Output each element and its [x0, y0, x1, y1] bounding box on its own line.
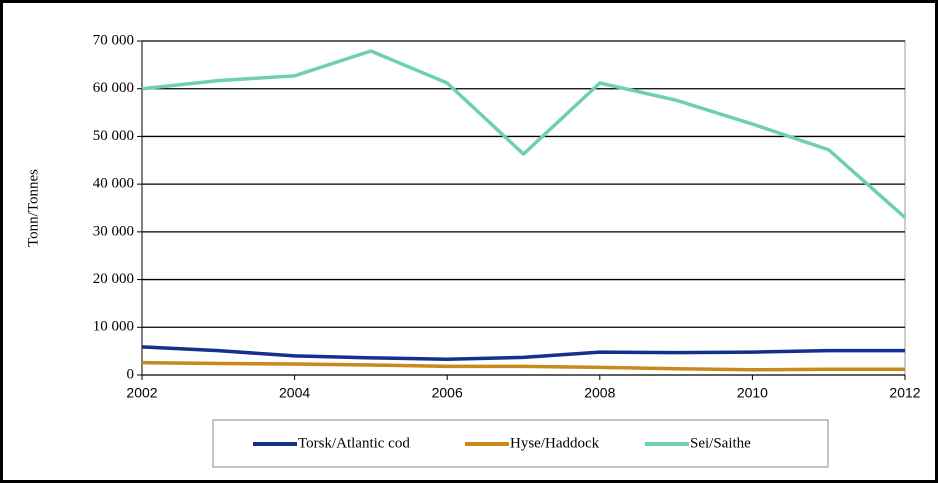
x-tick-label: 2006: [432, 385, 463, 401]
series-line: [141, 49, 907, 219]
x-tick-label: 2010: [737, 385, 768, 401]
y-tick-label: 50 000: [93, 128, 134, 144]
y-tick-label: 20 000: [93, 271, 134, 287]
y-tick-label: 60 000: [93, 80, 134, 96]
y-tick-label: 30 000: [93, 223, 134, 239]
legend-label: Hyse/Haddock: [510, 435, 600, 451]
x-tick-label: 2012: [889, 385, 920, 401]
legend-box: [212, 419, 829, 468]
x-tick-label: 2004: [279, 385, 310, 401]
x-tick-label: 2008: [584, 385, 615, 401]
x-tick-label: 2002: [126, 385, 157, 401]
y-tick-label: 10 000: [93, 319, 134, 335]
y-tick-label: 70 000: [93, 32, 134, 48]
series-line: [141, 360, 905, 372]
y-tick-label: 0: [127, 366, 135, 382]
series-line: [141, 345, 905, 362]
y-tick-label: 40 000: [93, 176, 134, 192]
legend-label: Torsk/Atlantic cod: [298, 435, 410, 451]
legend-label: Sei/Saithe: [690, 435, 751, 451]
y-axis-label: Tonn/Tonnes: [25, 169, 41, 247]
